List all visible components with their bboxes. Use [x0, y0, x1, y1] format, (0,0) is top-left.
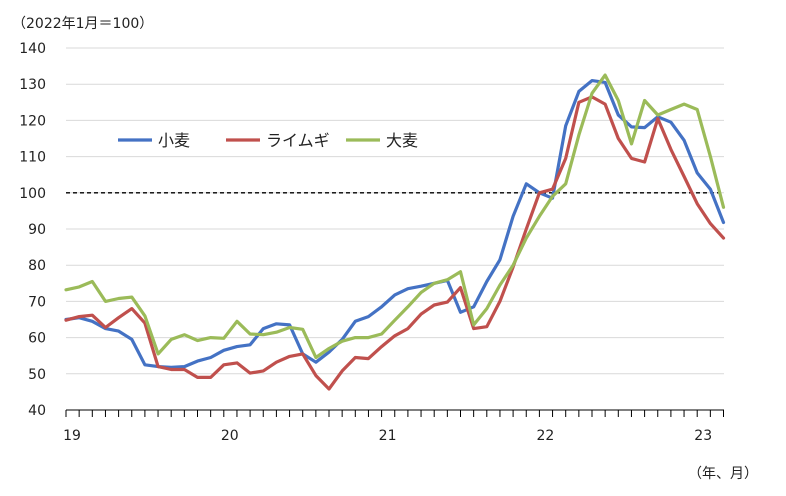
series-layer — [64, 73, 726, 391]
legend-label: 小麦 — [158, 131, 190, 150]
y-tick-label: 120 — [19, 113, 46, 129]
x-tick-label: 23 — [694, 428, 712, 444]
period-note: （年、月） — [688, 466, 758, 482]
unit-note: （2022年1月＝100） — [12, 16, 153, 32]
y-tick-label: 140 — [19, 41, 46, 57]
legend-label: 大麦 — [386, 131, 418, 150]
y-tick-label: 90 — [28, 222, 46, 238]
y-tick-label: 60 — [28, 331, 46, 347]
y-tick-label: 110 — [19, 150, 46, 166]
y-tick-label: 40 — [28, 403, 46, 419]
series-line-0 — [64, 78, 726, 369]
y-tick-label: 100 — [19, 186, 46, 202]
series-line-1 — [64, 95, 726, 391]
x-axis: 19 20 21 22 23 — [63, 409, 724, 444]
x-tick-label: 19 — [63, 428, 81, 444]
x-tick-label: 21 — [379, 428, 397, 444]
y-tick-label: 80 — [28, 258, 46, 274]
y-tick-label: 130 — [19, 77, 46, 93]
y-axis: 40 50 60 70 80 90 100 110 120 130 140 — [19, 41, 724, 419]
y-tick-label: 70 — [28, 294, 46, 310]
x-tick-label: 20 — [221, 428, 239, 444]
y-tick-label: 50 — [28, 367, 46, 383]
x-tick-label: 22 — [536, 428, 554, 444]
series-line-2 — [64, 73, 726, 360]
legend-label: ライムギ — [266, 131, 330, 150]
legend: 小麦 ライムギ 大麦 — [118, 131, 418, 150]
